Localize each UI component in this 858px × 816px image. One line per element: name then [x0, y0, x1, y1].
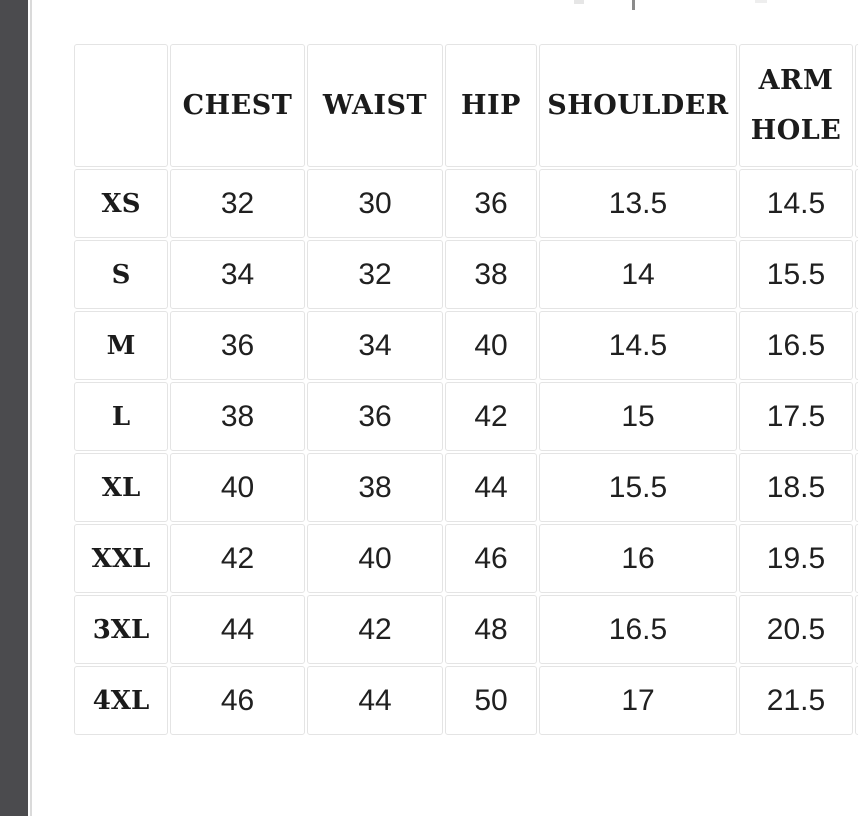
cell-s-waist: 32	[307, 240, 443, 309]
header-row: CHEST WAIST HIP SHOULDER ARM HOLE	[74, 44, 858, 167]
left-edge-strip	[0, 0, 28, 816]
cell-xl-chest: 40	[170, 453, 305, 522]
column-header-size	[74, 44, 168, 167]
cell-m-shoulder: 14.5	[539, 311, 737, 380]
column-header-chest: CHEST	[170, 44, 305, 167]
column-header-waist: WAIST	[307, 44, 443, 167]
clipped-cell	[855, 311, 858, 380]
size-label-3xl: 3XL	[74, 595, 168, 664]
clipped-cell	[855, 169, 858, 238]
cropped-top-text-remnant	[755, 0, 767, 3]
size-label-4xl: 4XL	[74, 666, 168, 735]
table-row-4xl: 4XL 46 44 50 17 21.5	[74, 666, 858, 735]
table-row-m: M 36 34 40 14.5 16.5	[74, 311, 858, 380]
cell-xs-hip: 36	[445, 169, 537, 238]
cell-xxl-waist: 40	[307, 524, 443, 593]
cell-s-hip: 38	[445, 240, 537, 309]
table-row-xxl: XXL 42 40 46 16 19.5	[74, 524, 858, 593]
cell-3xl-chest: 44	[170, 595, 305, 664]
clipped-cell	[855, 524, 858, 593]
clipped-cell	[855, 453, 858, 522]
size-chart-body: XS 32 30 36 13.5 14.5 S 34 32 38 14 15.5 M 36 34 40 14.5…	[74, 169, 858, 735]
cell-s-chest: 34	[170, 240, 305, 309]
cell-4xl-shoulder: 17	[539, 666, 737, 735]
clipped-cell	[855, 240, 858, 309]
table-row-l: L 38 36 42 15 17.5	[74, 382, 858, 451]
cell-l-waist: 36	[307, 382, 443, 451]
cell-m-chest: 36	[170, 311, 305, 380]
table-row-s: S 34 32 38 14 15.5	[74, 240, 858, 309]
size-label-m: M	[74, 311, 168, 380]
cell-m-armhole: 16.5	[739, 311, 853, 380]
size-label-l: L	[74, 382, 168, 451]
size-chart-header: CHEST WAIST HIP SHOULDER ARM HOLE	[74, 44, 858, 167]
cropped-top-text-remnant	[574, 0, 584, 4]
cell-l-chest: 38	[170, 382, 305, 451]
cell-l-armhole: 17.5	[739, 382, 853, 451]
cell-xxl-hip: 46	[445, 524, 537, 593]
cell-xs-shoulder: 13.5	[539, 169, 737, 238]
cell-xl-waist: 38	[307, 453, 443, 522]
cell-4xl-waist: 44	[307, 666, 443, 735]
clipped-cell	[855, 595, 858, 664]
cell-m-waist: 34	[307, 311, 443, 380]
cell-4xl-armhole: 21.5	[739, 666, 853, 735]
cell-4xl-hip: 50	[445, 666, 537, 735]
left-edge-strip-divider	[30, 0, 32, 816]
cell-s-armhole: 15.5	[739, 240, 853, 309]
cell-xl-shoulder: 15.5	[539, 453, 737, 522]
cell-xs-chest: 32	[170, 169, 305, 238]
column-header-armhole: ARM HOLE	[739, 44, 853, 167]
table-row-xs: XS 32 30 36 13.5 14.5	[74, 169, 858, 238]
cell-l-hip: 42	[445, 382, 537, 451]
cell-xxl-chest: 42	[170, 524, 305, 593]
cell-3xl-shoulder: 16.5	[539, 595, 737, 664]
size-label-xxl: XXL	[74, 524, 168, 593]
size-label-s: S	[74, 240, 168, 309]
cell-xxl-armhole: 19.5	[739, 524, 853, 593]
cell-l-shoulder: 15	[539, 382, 737, 451]
cell-s-shoulder: 14	[539, 240, 737, 309]
column-header-hip: HIP	[445, 44, 537, 167]
cell-4xl-chest: 46	[170, 666, 305, 735]
cell-3xl-armhole: 20.5	[739, 595, 853, 664]
clipped-cell	[855, 382, 858, 451]
column-header-shoulder: SHOULDER	[539, 44, 737, 167]
size-label-xs: XS	[74, 169, 168, 238]
clipped-cell	[855, 666, 858, 735]
cell-xs-waist: 30	[307, 169, 443, 238]
table-row-xl: XL 40 38 44 15.5 18.5	[74, 453, 858, 522]
cell-xxl-shoulder: 16	[539, 524, 737, 593]
clipped-column-header	[855, 44, 858, 167]
size-label-xl: XL	[74, 453, 168, 522]
cell-xl-hip: 44	[445, 453, 537, 522]
table-row-3xl: 3XL 44 42 48 16.5 20.5	[74, 595, 858, 664]
cell-xl-armhole: 18.5	[739, 453, 853, 522]
cell-m-hip: 40	[445, 311, 537, 380]
size-chart-table: CHEST WAIST HIP SHOULDER ARM HOLE XS 32 30 36 13…	[72, 42, 858, 737]
cell-3xl-waist: 42	[307, 595, 443, 664]
cell-3xl-hip: 48	[445, 595, 537, 664]
cropped-top-pipe-mark	[632, 0, 635, 10]
cell-xs-armhole: 14.5	[739, 169, 853, 238]
